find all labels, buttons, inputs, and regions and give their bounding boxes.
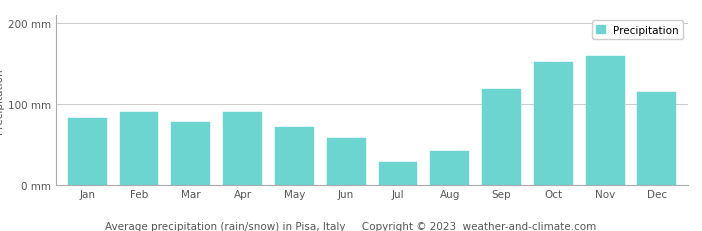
Bar xyxy=(326,138,366,185)
Bar xyxy=(171,122,210,185)
Bar xyxy=(534,63,573,185)
Bar xyxy=(68,119,107,185)
Text: Average precipitation (rain/snow) in Pisa, Italy     Copyright © 2023  weather-a: Average precipitation (rain/snow) in Pis… xyxy=(105,221,597,231)
Bar xyxy=(223,112,262,185)
Bar xyxy=(378,162,418,185)
Bar xyxy=(482,90,521,185)
Y-axis label: Precipitation: Precipitation xyxy=(0,68,4,133)
Bar xyxy=(275,127,314,185)
Legend: Precipitation: Precipitation xyxy=(592,21,683,40)
Bar xyxy=(119,112,159,185)
Bar xyxy=(430,151,469,185)
Bar xyxy=(585,56,625,185)
Bar xyxy=(637,92,676,185)
